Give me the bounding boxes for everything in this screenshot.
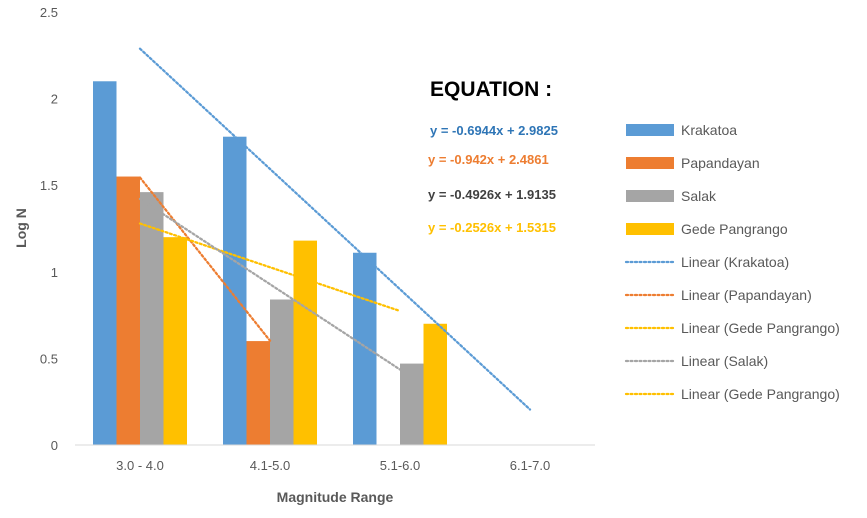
bar-gede-pangrango-0 xyxy=(163,237,187,445)
y-tick-label: 1 xyxy=(51,265,58,280)
bar-gede-pangrango-2 xyxy=(423,323,447,445)
x-axis-title: Magnitude Range xyxy=(277,489,394,505)
bar-papandayan-1 xyxy=(246,341,270,445)
equation-text: y = -0.4926x + 1.9135 xyxy=(428,187,556,202)
y-axis-title: Log N xyxy=(13,208,29,248)
trendline-linear-gede-pangrango xyxy=(138,222,402,313)
legend-label: Salak xyxy=(681,188,717,204)
equation-text: y = -0.2526x + 1.5315 xyxy=(428,220,556,235)
y-tick-label: 2.5 xyxy=(40,5,58,20)
legend-label: Linear (Gede Pangrango) xyxy=(681,386,840,402)
legend-label: Gede Pangrango xyxy=(681,221,788,237)
trendline-linear-salak xyxy=(138,197,402,371)
x-tick-label: 3.0 - 4.0 xyxy=(116,458,164,473)
y-ticks: 0 0.5 1 1.5 2 2.5 xyxy=(40,5,58,453)
bar-salak-1 xyxy=(270,299,294,445)
bar-papandayan-0 xyxy=(116,176,140,446)
bar-krakatoa-0 xyxy=(93,81,117,445)
legend-label: Linear (Gede Pangrango) xyxy=(681,320,840,336)
y-tick-label: 0.5 xyxy=(40,351,58,366)
equations: y = -0.6944x + 2.9825 y = -0.942x + 2.486… xyxy=(428,123,558,235)
bars xyxy=(93,81,447,446)
legend-label: Linear (Salak) xyxy=(681,353,768,369)
legend-label: Papandayan xyxy=(681,155,760,171)
x-tick-label: 4.1-5.0 xyxy=(250,458,290,473)
y-tick-label: 2 xyxy=(51,92,58,107)
x-tick-label: 6.1-7.0 xyxy=(510,458,550,473)
legend-label: Krakatoa xyxy=(681,122,737,138)
equation-text: y = -0.942x + 2.4861 xyxy=(428,152,549,167)
legend: Krakatoa Papandayan Salak Gede Pangrango Lin… xyxy=(624,122,840,402)
y-tick-label: 0 xyxy=(51,438,58,453)
trendlines xyxy=(138,47,532,411)
legend-swatch xyxy=(626,223,674,235)
equation-text: y = -0.6944x + 2.9825 xyxy=(430,123,558,138)
x-ticks: 3.0 - 4.0 4.1-5.0 5.1-6.0 6.1-7.0 xyxy=(116,458,550,473)
legend-label: Linear (Papandayan) xyxy=(681,287,812,303)
trendline-linear-papandayan xyxy=(138,176,272,342)
bar-krakatoa-2 xyxy=(353,252,377,445)
bar-salak-2 xyxy=(400,363,424,445)
legend-swatch xyxy=(626,190,674,202)
x-tick-label: 5.1-6.0 xyxy=(380,458,420,473)
bar-krakatoa-1 xyxy=(223,136,247,446)
legend-swatch xyxy=(626,157,674,169)
y-tick-label: 1.5 xyxy=(40,178,58,193)
trendline-linear-krakatoa xyxy=(138,47,532,411)
legend-swatch xyxy=(626,124,674,136)
bar-salak-0 xyxy=(140,192,164,445)
bar-gede-pangrango-1 xyxy=(293,240,317,445)
legend-label: Linear (Krakatoa) xyxy=(681,254,789,270)
equation-title: EQUATION : xyxy=(430,78,552,101)
